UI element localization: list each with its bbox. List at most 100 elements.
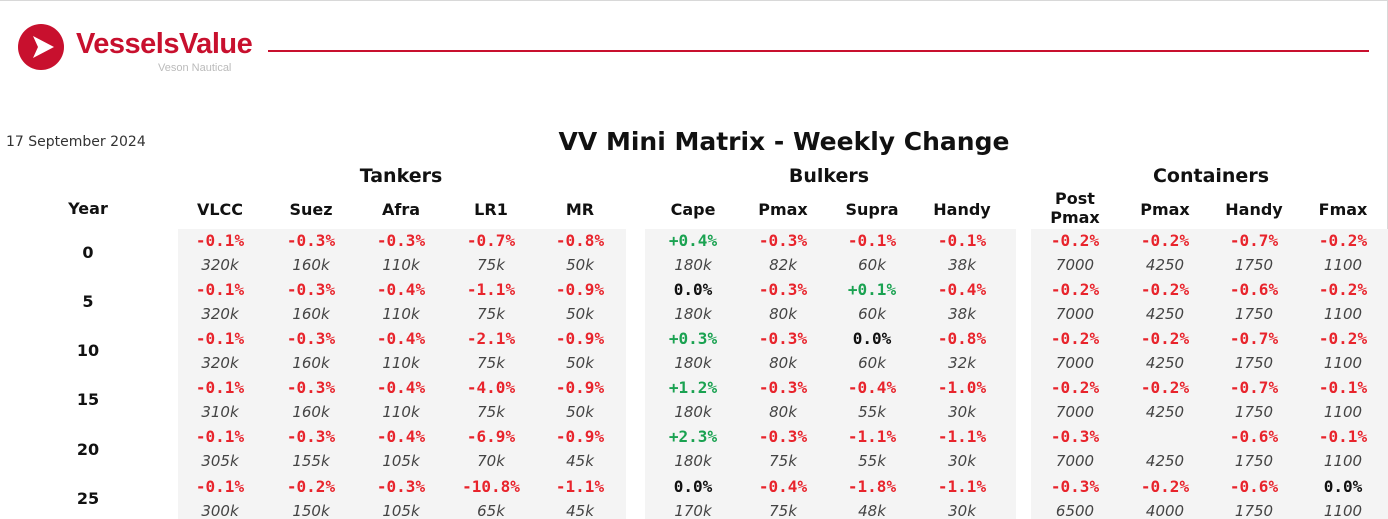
pct-change-containers-handy-year-0: -0.7% — [1229, 231, 1279, 250]
size-value-containers-pmax-year-10: 4250 — [1145, 354, 1185, 372]
size-value-tankers-afra-year-10: 110k — [382, 354, 420, 372]
size-value-tankers-lr1-year-20: 70k — [477, 452, 505, 470]
size-value-tankers-suez-year-25: 150k — [292, 502, 330, 519]
size-value-containers-fmax-year-20: 1100 — [1323, 452, 1363, 470]
size-value-containers-post-pmax-year-25: 6500 — [1055, 502, 1095, 519]
size-value-containers-handy-year-25: 1750 — [1234, 502, 1274, 519]
pct-change-containers-handy-year-20: -0.6% — [1229, 427, 1279, 446]
header-rule — [268, 50, 1369, 52]
column-header-tankers-vlcc: VLCC — [196, 200, 244, 219]
size-value-containers-post-pmax-year-10: 7000 — [1055, 354, 1095, 372]
pct-change-containers-handy-year-5: -0.6% — [1229, 280, 1279, 299]
size-value-containers-post-pmax-year-15: 7000 — [1055, 403, 1095, 421]
pct-change-bulkers-cape-year-20: +2.3% — [668, 427, 718, 446]
pct-change-containers-post-pmax-year-10: -0.2% — [1050, 329, 1100, 348]
pct-change-containers-pmax-year-15: -0.2% — [1140, 378, 1190, 397]
group-title-containers: Containers — [1152, 165, 1270, 187]
size-value-tankers-mr-year-15: 50k — [566, 403, 594, 421]
pct-change-tankers-lr1-year-25: -10.8% — [462, 477, 520, 496]
size-value-containers-fmax-year-15: 1100 — [1323, 403, 1363, 421]
pct-change-tankers-vlcc-year-0: -0.1% — [195, 231, 245, 250]
size-value-tankers-vlcc-year-0: 320k — [201, 256, 239, 274]
size-value-tankers-lr1-year-5: 75k — [477, 305, 505, 323]
group-title-bulkers: Bulkers — [788, 165, 870, 187]
size-value-containers-fmax-year-25: 1100 — [1323, 502, 1363, 519]
year-label-15: 15 — [76, 390, 100, 409]
pct-change-tankers-lr1-year-20: -6.9% — [466, 427, 516, 446]
report-date: 17 September 2024 — [6, 134, 146, 150]
size-value-tankers-lr1-year-15: 75k — [477, 403, 505, 421]
size-value-tankers-lr1-year-25: 65k — [477, 502, 505, 519]
size-value-containers-fmax-year-10: 1100 — [1323, 354, 1363, 372]
column-header-tankers-suez: Suez — [289, 200, 333, 219]
size-value-bulkers-cape-year-15: 180k — [674, 403, 712, 421]
size-value-tankers-suez-year-10: 160k — [292, 354, 330, 372]
size-value-containers-handy-year-20: 1750 — [1234, 452, 1274, 470]
year-label-25: 25 — [76, 489, 100, 508]
pct-change-bulkers-handy-year-10: -0.8% — [937, 329, 987, 348]
size-value-tankers-vlcc-year-10: 320k — [201, 354, 239, 372]
page-title: VV Mini Matrix - Weekly Change — [558, 127, 1010, 156]
logo-sub-brand-text: Veson Nautical — [158, 62, 232, 74]
size-value-bulkers-pmax-year-15: 80k — [769, 403, 797, 421]
pct-change-bulkers-cape-year-0: +0.4% — [668, 231, 718, 250]
size-value-tankers-mr-year-10: 50k — [566, 354, 594, 372]
size-value-containers-pmax-year-5: 4250 — [1145, 305, 1185, 323]
column-header-tankers-afra: Afra — [381, 200, 421, 219]
pct-change-tankers-afra-year-20: -0.4% — [376, 427, 426, 446]
pct-change-tankers-mr-year-5: -0.9% — [555, 280, 605, 299]
pct-change-tankers-mr-year-20: -0.9% — [555, 427, 605, 446]
size-value-bulkers-cape-year-0: 180k — [674, 256, 712, 274]
size-value-tankers-lr1-year-10: 75k — [477, 354, 505, 372]
vesselsvalue-logo-icon — [18, 24, 64, 70]
pct-change-tankers-lr1-year-5: -1.1% — [466, 280, 516, 299]
size-value-tankers-vlcc-year-5: 320k — [201, 305, 239, 323]
pct-change-tankers-suez-year-15: -0.3% — [286, 378, 336, 397]
size-value-bulkers-cape-year-10: 180k — [674, 354, 712, 372]
column-header-tankers-lr1: LR1 — [474, 200, 508, 219]
year-label-20: 20 — [76, 440, 100, 459]
pct-change-tankers-suez-year-5: -0.3% — [286, 280, 336, 299]
size-value-containers-fmax-year-0: 1100 — [1323, 256, 1363, 274]
pct-change-containers-pmax-year-25: -0.2% — [1140, 477, 1190, 496]
pct-change-bulkers-supra-year-20: -1.1% — [847, 427, 897, 446]
size-value-containers-handy-year-5: 1750 — [1234, 305, 1274, 323]
pct-change-tankers-lr1-year-10: -2.1% — [466, 329, 516, 348]
pct-change-bulkers-supra-year-15: -0.4% — [847, 378, 897, 397]
size-value-bulkers-handy-year-15: 30k — [948, 403, 976, 421]
pct-change-bulkers-handy-year-20: -1.1% — [937, 427, 987, 446]
size-value-containers-pmax-year-25: 4000 — [1145, 502, 1185, 519]
size-value-bulkers-supra-year-5: 60k — [858, 305, 886, 323]
pct-change-bulkers-cape-year-15: +1.2% — [668, 378, 718, 397]
size-value-tankers-suez-year-15: 160k — [292, 403, 330, 421]
pct-change-containers-post-pmax-year-25: -0.3% — [1050, 477, 1100, 496]
pct-change-containers-fmax-year-10: -0.2% — [1318, 329, 1368, 348]
size-value-bulkers-handy-year-5: 38k — [948, 305, 976, 323]
size-value-containers-fmax-year-5: 1100 — [1323, 305, 1363, 323]
size-value-tankers-vlcc-year-15: 310k — [201, 403, 239, 421]
pct-change-tankers-mr-year-0: -0.8% — [555, 231, 605, 250]
pct-change-tankers-afra-year-25: -0.3% — [376, 477, 426, 496]
size-value-bulkers-supra-year-10: 60k — [858, 354, 886, 372]
size-value-tankers-mr-year-20: 45k — [566, 452, 594, 470]
pct-change-bulkers-cape-year-10: +0.3% — [668, 329, 718, 348]
column-header-containers-post-pmax: Post Pmax — [1050, 189, 1100, 227]
pct-change-bulkers-supra-year-10: 0.0% — [852, 329, 892, 348]
size-value-bulkers-handy-year-10: 32k — [948, 354, 976, 372]
pct-change-tankers-afra-year-10: -0.4% — [376, 329, 426, 348]
size-value-containers-handy-year-10: 1750 — [1234, 354, 1274, 372]
pct-change-tankers-suez-year-0: -0.3% — [286, 231, 336, 250]
year-label-10: 10 — [76, 341, 100, 360]
pct-change-tankers-mr-year-10: -0.9% — [555, 329, 605, 348]
size-value-bulkers-pmax-year-0: 82k — [769, 256, 797, 274]
logo-brand-text: VesselsValue — [76, 28, 253, 60]
size-value-tankers-suez-year-20: 155k — [292, 452, 330, 470]
size-value-tankers-mr-year-0: 50k — [566, 256, 594, 274]
size-value-bulkers-cape-year-25: 170k — [674, 502, 712, 519]
size-value-tankers-afra-year-5: 110k — [382, 305, 420, 323]
pct-change-bulkers-handy-year-5: -0.4% — [937, 280, 987, 299]
pct-change-bulkers-pmax-year-10: -0.3% — [758, 329, 808, 348]
pct-change-containers-pmax-year-5: -0.2% — [1140, 280, 1190, 299]
size-value-bulkers-handy-year-25: 30k — [948, 502, 976, 519]
column-header-bulkers-handy: Handy — [933, 200, 991, 219]
